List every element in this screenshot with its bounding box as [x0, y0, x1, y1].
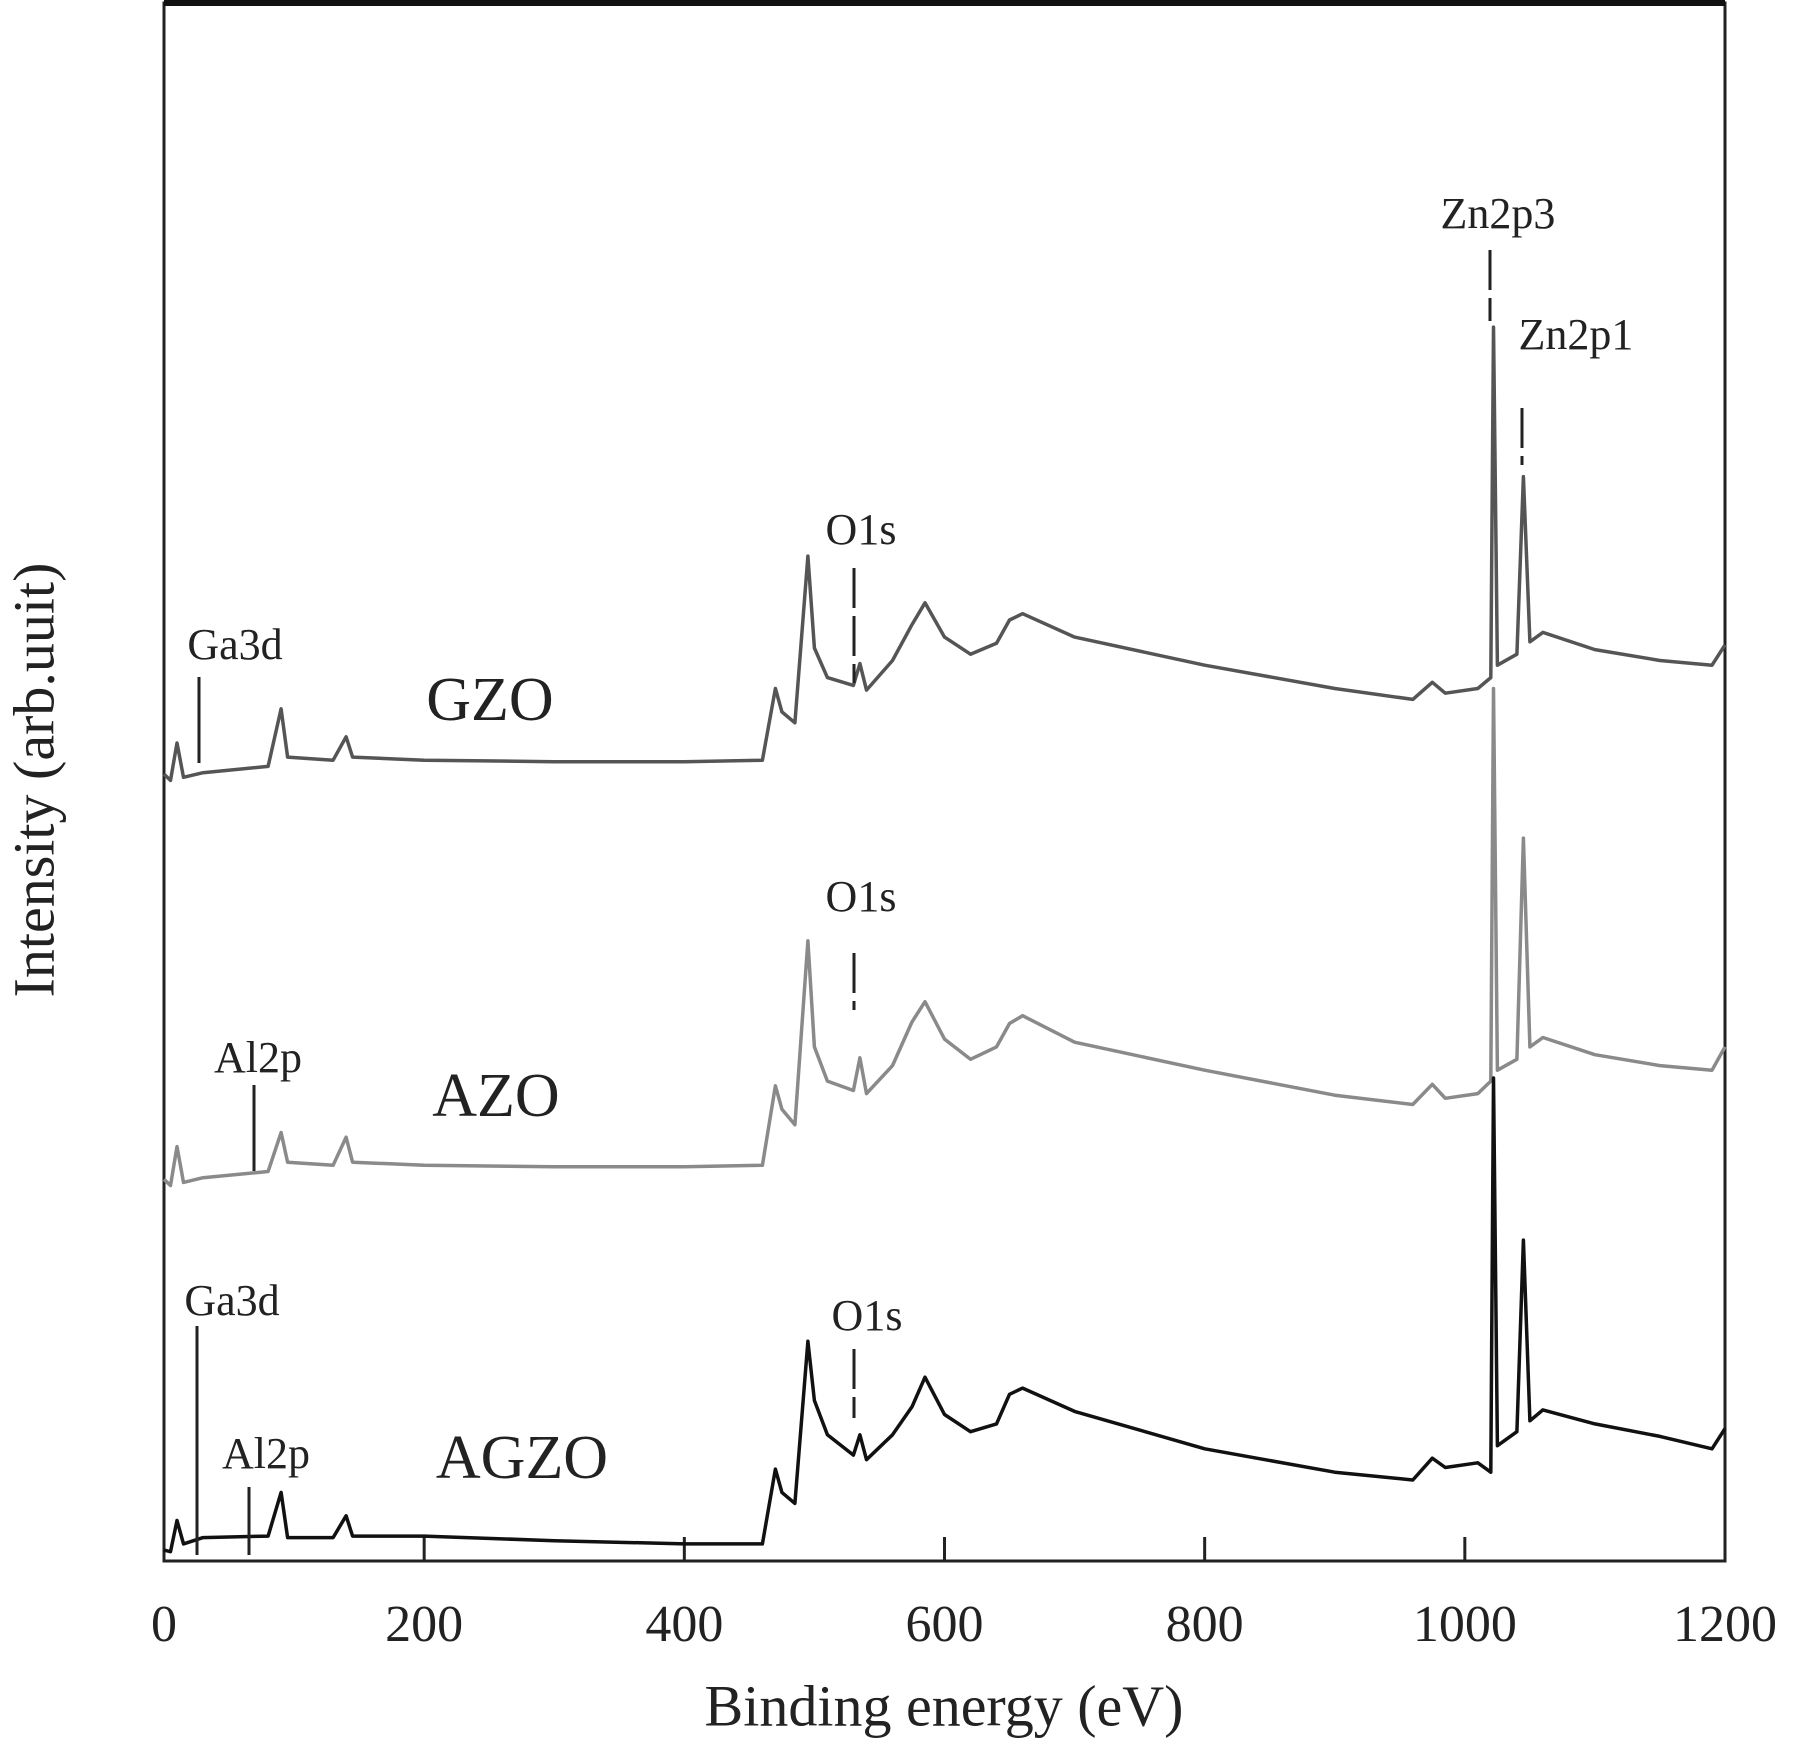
peak-label: O1s: [826, 505, 897, 554]
x-tick-label: 1200: [1673, 1596, 1777, 1653]
x-tick-label: 400: [645, 1596, 723, 1653]
peak-label: Zn2p1: [1519, 310, 1634, 359]
peak-label: Al2p: [214, 1033, 302, 1082]
series-label: AGZO: [436, 1424, 608, 1492]
series-label: AZO: [432, 1062, 559, 1130]
spectrum-line: [162, 686, 1727, 1188]
peak-label: Ga3d: [184, 1276, 279, 1325]
peak-label: Al2p: [222, 1429, 310, 1478]
peak-label: Zn2p3: [1441, 189, 1556, 238]
x-axis-label: Binding energy (eV): [705, 1673, 1184, 1738]
x-tick-label: 800: [1166, 1596, 1244, 1653]
x-tick-label: 200: [385, 1596, 463, 1653]
series-label: GZO: [426, 666, 553, 734]
x-tick-label: 600: [906, 1596, 984, 1653]
peak-label: O1s: [832, 1291, 903, 1340]
spectrum-line: [162, 325, 1727, 783]
x-tick-label: 1000: [1413, 1596, 1517, 1653]
y-axis-label: Intensity (arb.uuit): [1, 563, 66, 998]
spectrum-line: [163, 1076, 1727, 1554]
x-tick-label: 0: [151, 1596, 177, 1653]
peak-label: O1s: [826, 872, 897, 921]
peak-label: Ga3d: [187, 620, 282, 669]
